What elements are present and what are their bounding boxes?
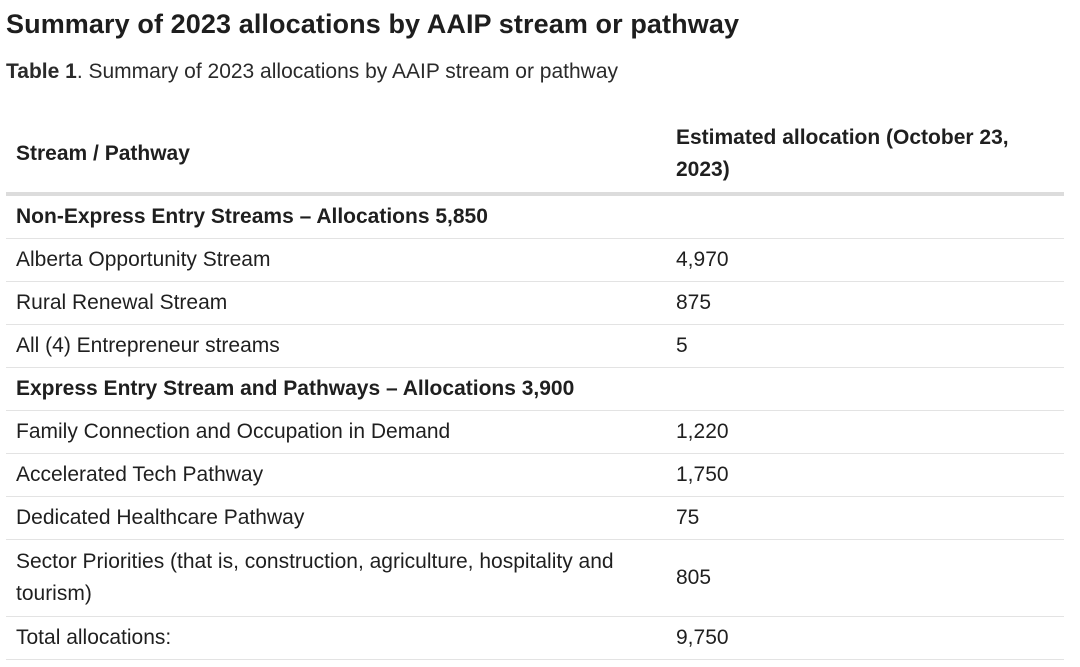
column-header-stream: Stream / Pathway bbox=[6, 116, 666, 196]
table-row: Family Connection and Occupation in Dema… bbox=[6, 410, 1064, 454]
table-row: Accelerated Tech Pathway 1,750 bbox=[6, 453, 1064, 497]
row-value: 1,220 bbox=[666, 410, 1064, 454]
row-value bbox=[666, 367, 1064, 411]
section-row-non-express-entry: Non-Express Entry Streams – Allocations … bbox=[6, 194, 1064, 239]
row-label: Rural Renewal Stream bbox=[6, 281, 666, 325]
row-value: 5 bbox=[666, 324, 1064, 368]
page-title: Summary of 2023 allocations by AAIP stre… bbox=[6, 9, 740, 39]
table-caption-text: . Summary of 2023 allocations by AAIP st… bbox=[76, 60, 619, 83]
row-label: Non-Express Entry Streams – Allocations … bbox=[6, 194, 666, 239]
table-row-total: Total allocations: 9,750 bbox=[6, 616, 1064, 660]
table-caption-label: Table 1 bbox=[6, 60, 77, 83]
table-row: Alberta Opportunity Stream 4,970 bbox=[6, 238, 1064, 282]
table-caption: Table 1. Summary of 2023 allocations by … bbox=[6, 60, 618, 84]
section-row-express-entry: Express Entry Stream and Pathways – Allo… bbox=[6, 367, 1064, 411]
table-row: All (4) Entrepreneur streams 5 bbox=[6, 324, 1064, 368]
row-label: Alberta Opportunity Stream bbox=[6, 238, 666, 282]
allocations-table: Stream / Pathway Estimated allocation (O… bbox=[6, 116, 1064, 660]
row-label: Sector Priorities (that is, construction… bbox=[6, 539, 666, 617]
column-header-allocation: Estimated allocation (October 23, 2023) bbox=[666, 116, 1064, 196]
table-row: Sector Priorities (that is, construction… bbox=[6, 539, 1064, 617]
row-label: Total allocations: bbox=[6, 616, 666, 660]
row-value: 75 bbox=[666, 496, 1064, 540]
table-row: Dedicated Healthcare Pathway 75 bbox=[6, 496, 1064, 540]
row-value: 805 bbox=[666, 539, 1064, 617]
row-value: 9,750 bbox=[666, 616, 1064, 660]
row-label: Family Connection and Occupation in Dema… bbox=[6, 410, 666, 454]
row-value bbox=[666, 194, 1064, 239]
row-value: 875 bbox=[666, 281, 1064, 325]
row-label: Express Entry Stream and Pathways – Allo… bbox=[6, 367, 666, 411]
table-header-row: Stream / Pathway Estimated allocation (O… bbox=[6, 116, 1064, 196]
row-label: Accelerated Tech Pathway bbox=[6, 453, 666, 497]
row-value: 4,970 bbox=[666, 238, 1064, 282]
table-row: Rural Renewal Stream 875 bbox=[6, 281, 1064, 325]
row-label: Dedicated Healthcare Pathway bbox=[6, 496, 666, 540]
row-value: 1,750 bbox=[666, 453, 1064, 497]
row-label: All (4) Entrepreneur streams bbox=[6, 324, 666, 368]
